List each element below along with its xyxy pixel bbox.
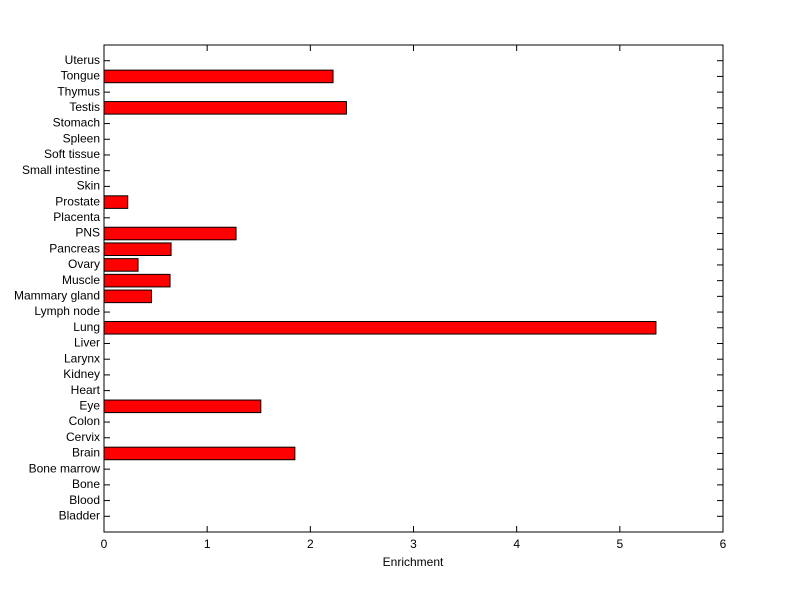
y-tick-label: Ovary xyxy=(68,257,100,271)
y-tick-label: Kidney xyxy=(63,367,100,381)
y-tick-label: Testis xyxy=(69,100,100,114)
y-tick-label: Mammary gland xyxy=(14,289,100,303)
bar xyxy=(103,289,152,304)
x-tick-label: 3 xyxy=(410,537,417,551)
y-tick-label: Prostate xyxy=(55,194,100,208)
bar xyxy=(103,69,334,84)
x-tick-label: 4 xyxy=(513,537,520,551)
y-tick-label: Tongue xyxy=(61,69,101,83)
x-tick-label: 6 xyxy=(720,537,727,551)
y-tick-label: Bone xyxy=(72,477,100,491)
bar xyxy=(103,242,172,257)
y-tick-label: Soft tissue xyxy=(44,147,100,161)
y-tick-label: Eye xyxy=(79,398,100,412)
y-tick-label: Colon xyxy=(69,414,100,428)
x-tick-label: 1 xyxy=(204,537,211,551)
y-tick-label: Bone marrow xyxy=(29,461,101,475)
y-tick-label: Lung xyxy=(73,320,100,334)
bar xyxy=(103,101,347,115)
y-tick-label: Small intestine xyxy=(22,163,100,177)
y-tick-label: Muscle xyxy=(62,273,100,287)
bar xyxy=(103,195,129,209)
y-tick-label: PNS xyxy=(75,226,100,240)
bar xyxy=(103,273,171,288)
y-tick-label: Placenta xyxy=(53,210,100,224)
y-tick-label: Bladder xyxy=(59,508,100,522)
x-axis-label: Enrichment xyxy=(383,555,444,569)
y-tick-label: Blood xyxy=(69,493,100,507)
bar xyxy=(103,446,296,461)
y-tick-label: Larynx xyxy=(64,351,100,365)
y-tick-label: Pancreas xyxy=(49,241,100,255)
y-tick-label: Liver xyxy=(74,336,100,350)
y-tick-label: Thymus xyxy=(57,84,100,98)
x-tick-label: 0 xyxy=(101,537,108,551)
y-tick-label: Brain xyxy=(72,446,100,460)
y-tick-label: Skin xyxy=(77,179,100,193)
bar xyxy=(103,258,139,272)
bar xyxy=(103,399,262,414)
x-tick-label: 2 xyxy=(307,537,314,551)
bar xyxy=(103,320,657,335)
y-tick-label: Stomach xyxy=(53,116,100,130)
x-tick-label: 5 xyxy=(616,537,623,551)
y-tick-label: Cervix xyxy=(66,430,100,444)
y-tick-label: Spleen xyxy=(63,131,100,145)
y-tick-label: Uterus xyxy=(65,53,100,67)
y-tick-label: Lymph node xyxy=(34,304,100,318)
y-tick-label: Heart xyxy=(71,383,101,397)
bar xyxy=(103,226,237,241)
